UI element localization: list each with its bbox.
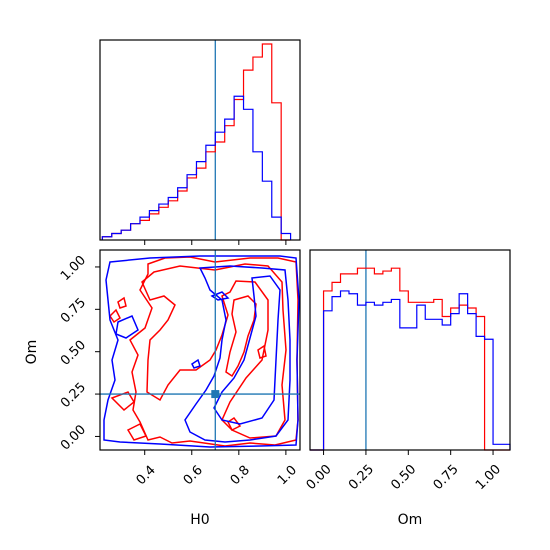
joint-y-tick-label-3: 0.75 <box>58 295 89 326</box>
h0-marginal-blue-histogram <box>101 95 292 240</box>
joint-contour-frame <box>99 249 301 451</box>
om-y-axis-label: Om <box>24 340 40 365</box>
red-contour-islet-6 <box>126 422 148 441</box>
red-contours <box>109 256 299 447</box>
red-contour-islet-5 <box>257 344 267 359</box>
om-x-axis-label: Om <box>398 512 423 528</box>
joint-x-tick-label-1: 0.6 <box>181 463 206 488</box>
h0-marginal-red-histogram <box>101 43 291 241</box>
joint-y-tick-label-1: 0.25 <box>58 380 89 411</box>
h0-axis-label: H0 <box>190 512 209 528</box>
blue-contour-islet-3 <box>115 315 139 339</box>
om-x-tick-label-1: 0.25 <box>346 462 377 493</box>
om-x-tick-label-0: 0.00 <box>304 462 335 493</box>
red-contour-middle <box>141 263 287 439</box>
blue-contours <box>103 255 300 448</box>
joint-y-tick-label-4: 1.00 <box>58 253 89 284</box>
blue-contour-middle <box>184 265 291 443</box>
blue-contour-islet-2 <box>210 291 230 301</box>
red-contour-islet-3 <box>227 416 242 432</box>
h0-histogram-panel <box>99 39 301 245</box>
om-x-tick-label-4: 1.00 <box>473 462 504 493</box>
joint-x-tick-label-0: 0.4 <box>134 463 159 488</box>
red-contour-islet-1 <box>109 308 121 324</box>
om-x-tick-label-3: 0.75 <box>431 462 462 493</box>
blue-contour-outer <box>103 255 300 448</box>
joint-y-tick-label-2: 0.50 <box>58 338 89 369</box>
red-contour-outer <box>129 256 299 447</box>
joint-x-tick-label-3: 1.0 <box>275 463 300 488</box>
blue-contour-islet-1 <box>191 358 201 369</box>
joint-truth-marker <box>211 390 220 399</box>
om-histogram-frame <box>309 249 511 451</box>
joint-x-tick-label-2: 0.8 <box>228 463 253 488</box>
om-histogram-panel: 0.00 0.25 0.50 0.75 1.00 <box>304 249 511 493</box>
h0-histogram-frame <box>99 39 301 241</box>
blue-contour-inner <box>213 275 281 425</box>
om-x-tick-label-2: 0.50 <box>388 462 419 493</box>
red-contour-islet-2 <box>117 296 127 309</box>
red-contour-inner <box>225 295 257 378</box>
om-marginal-blue-histogram <box>310 290 511 451</box>
joint-contour-panel: 0.4 0.6 0.8 1.0 0.00 0.25 0.50 0.75 1.00 <box>58 249 301 488</box>
joint-y-tick-label-0: 0.00 <box>58 422 89 453</box>
